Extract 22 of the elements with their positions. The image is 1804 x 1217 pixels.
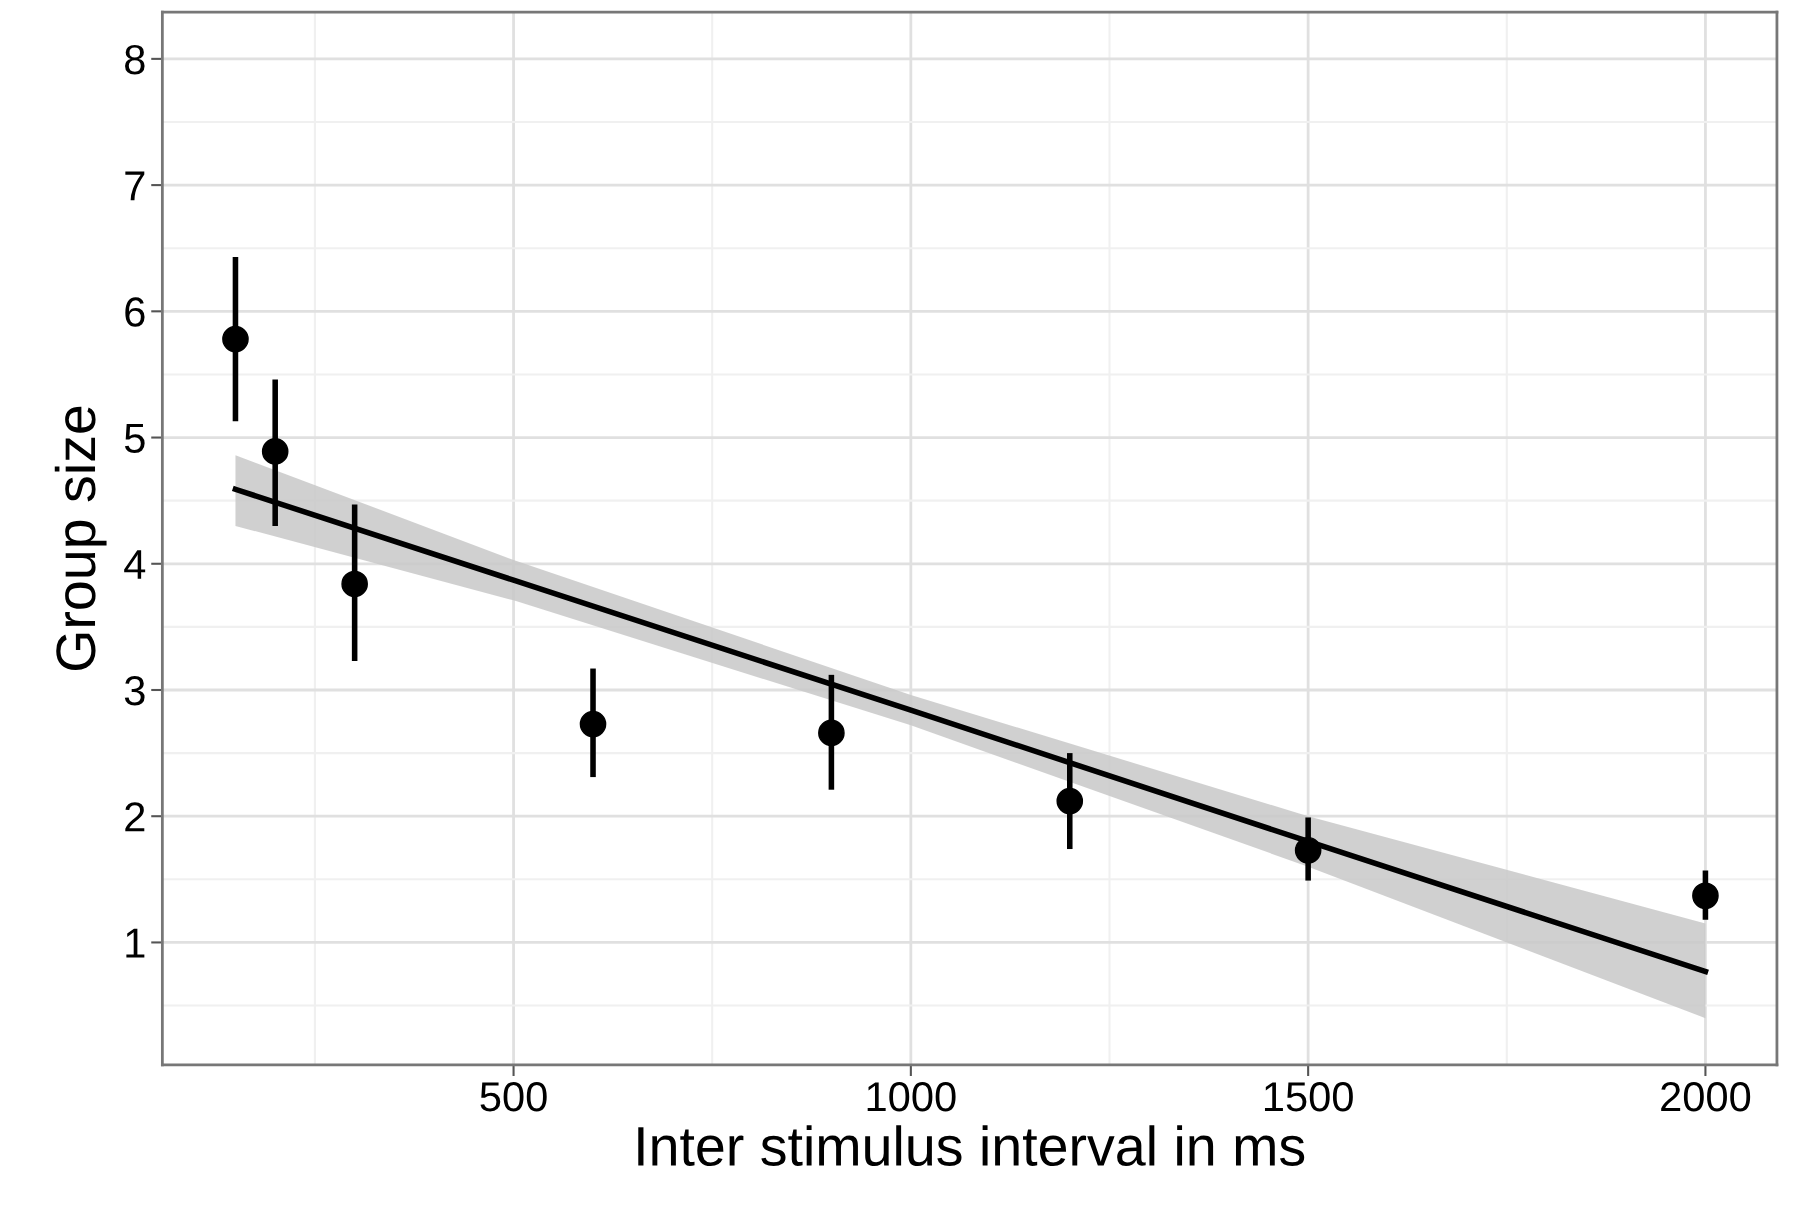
point: [341, 570, 368, 598]
y-tick-label: 1: [126, 928, 145, 958]
point: [1692, 882, 1719, 910]
x-axis-title: Inter stimulus interval in ms: [638, 1125, 1305, 1167]
y-tick-label: 8: [125, 44, 145, 75]
y-axis-title: Group size: [54, 406, 107, 671]
point: [222, 325, 249, 353]
y-tick-label: 6: [125, 297, 145, 327]
x-tick-label: 1500: [1264, 1081, 1353, 1112]
x-tick-label: 2000: [1661, 1081, 1751, 1112]
point: [261, 438, 289, 465]
y-tick-label: 3: [124, 675, 145, 706]
x-tick-label: 1000: [867, 1081, 956, 1112]
y-tick-label: 2: [125, 802, 145, 832]
point: [818, 719, 845, 747]
x-tick-label: 500: [480, 1081, 547, 1112]
point: [579, 710, 607, 738]
y-tick-label: 5: [124, 423, 145, 454]
point: [1056, 787, 1084, 815]
y-tick-label: 4: [124, 550, 146, 579]
y-tick-label: 7: [125, 171, 145, 201]
point: [1294, 836, 1322, 864]
